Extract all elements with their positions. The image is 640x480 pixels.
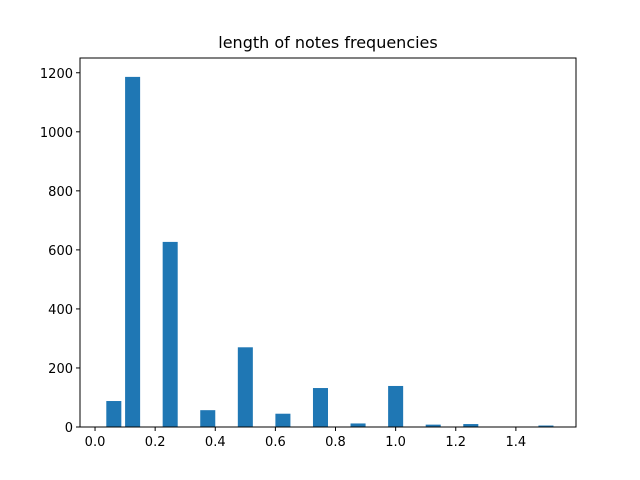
x-tick-label: 1.0	[385, 435, 406, 450]
chart-title: length of notes frequencies	[218, 33, 437, 52]
bar	[350, 423, 366, 427]
bar	[162, 241, 178, 427]
x-tick-label: 0.6	[265, 435, 286, 450]
x-tick-label: 0.0	[85, 435, 106, 450]
plot-frame	[79, 57, 577, 428]
x-tick-label: 0.2	[145, 435, 166, 450]
x-axis-ticks: 0.0 0.2 0.4 0.6 0.8 1.0 1.2 1.4	[85, 427, 527, 450]
y-tick-label: 800	[48, 185, 73, 200]
y-tick-label: 200	[48, 362, 73, 377]
bars-group	[106, 76, 554, 428]
bar	[388, 385, 404, 427]
y-tick-label: 0	[65, 421, 73, 436]
bar	[275, 413, 291, 427]
x-tick-label: 1.4	[506, 435, 527, 450]
bar	[237, 347, 253, 427]
y-tick-label: 600	[48, 244, 73, 259]
bar	[538, 425, 554, 427]
y-tick-label: 1200	[40, 67, 73, 82]
y-tick-label: 400	[48, 303, 73, 318]
bar	[312, 388, 328, 427]
bar	[200, 410, 216, 427]
y-axis-ticks: 0 200 400 600 800 1000 1200	[40, 67, 80, 436]
x-tick-label: 0.8	[325, 435, 346, 450]
x-tick-label: 0.4	[205, 435, 226, 450]
bar	[463, 424, 479, 427]
x-tick-label: 1.2	[445, 435, 466, 450]
bar	[125, 76, 141, 428]
y-tick-label: 1000	[40, 126, 73, 141]
bar	[106, 401, 122, 427]
bar	[425, 424, 441, 427]
